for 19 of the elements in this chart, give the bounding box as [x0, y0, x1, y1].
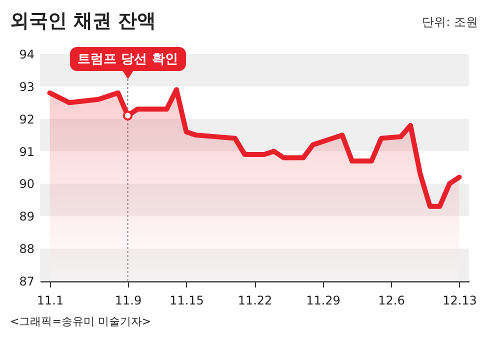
chart-subtitle: 단위: 조원 — [422, 14, 478, 31]
x-tick-label: 11.9 — [114, 294, 142, 308]
y-tick-label: 90 — [19, 177, 34, 192]
x-tick-label: 11.1 — [36, 294, 64, 308]
ref-line-label: 트럼프 당선 확인 — [70, 47, 186, 71]
text: <그래픽=송유미 미술기자> — [10, 314, 152, 329]
y-tick-label: 93 — [19, 80, 34, 94]
y-tick-label: 92 — [19, 112, 34, 126]
y-tick-label: 88 — [19, 242, 34, 256]
y-tick-label: 94 — [19, 48, 34, 62]
y-tick-label: 91 — [19, 144, 34, 159]
y-tick-label: 87 — [19, 274, 34, 288]
x-tick-label: 11.15 — [170, 294, 204, 308]
x-tick-label: 11.22 — [238, 294, 272, 308]
chart-title: 외국인 채권 잔액 — [10, 9, 156, 34]
y-tick-label: 89 — [19, 210, 34, 224]
x-tick-label: 11.29 — [306, 294, 340, 308]
x-tick-label: 12.6 — [378, 294, 405, 308]
x-tick-label: 12.13 — [442, 294, 477, 308]
